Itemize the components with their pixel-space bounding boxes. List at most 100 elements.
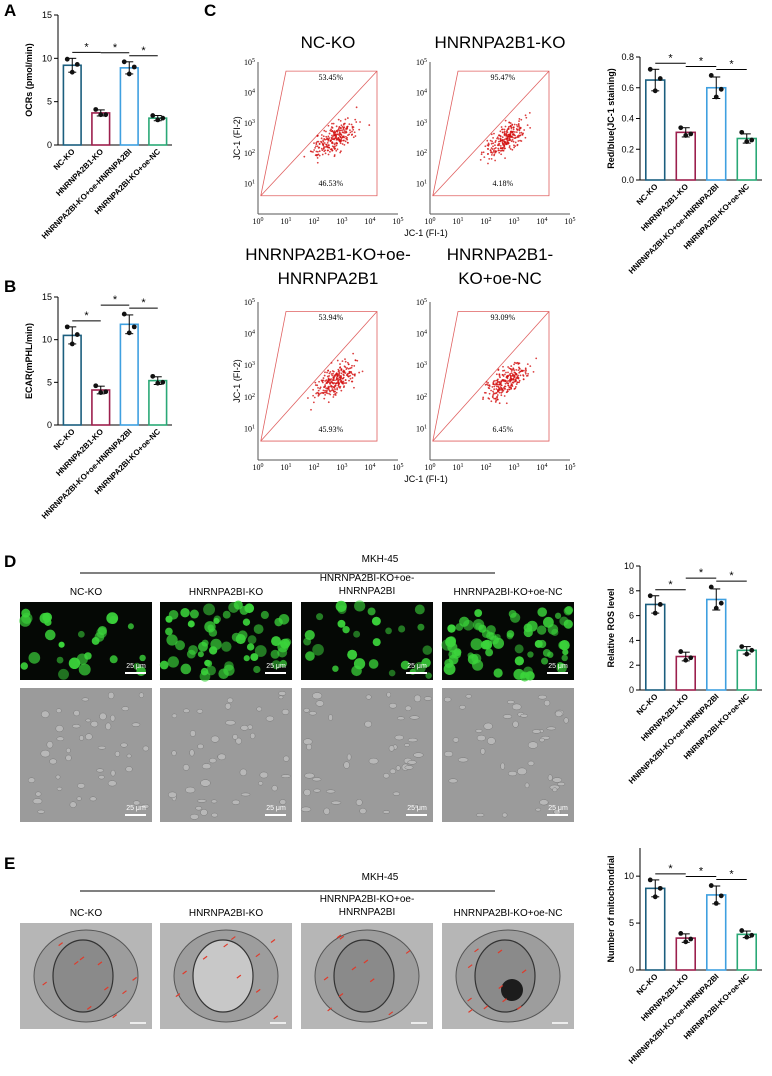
event xyxy=(500,153,503,156)
bar xyxy=(644,603,666,691)
bar xyxy=(91,112,111,146)
event xyxy=(493,388,496,391)
event xyxy=(493,153,496,156)
event xyxy=(494,159,497,162)
bar xyxy=(675,131,697,181)
scale-bar-label: 25 μm xyxy=(266,805,286,812)
event xyxy=(517,122,520,125)
event xyxy=(313,396,316,399)
event xyxy=(324,384,326,386)
cell xyxy=(337,605,347,615)
event xyxy=(334,147,337,150)
event xyxy=(338,373,340,375)
event xyxy=(336,387,339,390)
event xyxy=(342,382,345,385)
x-tick-label: NC-KO xyxy=(52,427,77,452)
tick-base: 10 xyxy=(509,217,517,226)
event xyxy=(328,137,331,140)
mitochondria-arrow xyxy=(388,1011,394,1016)
event xyxy=(524,136,527,139)
event xyxy=(336,372,338,375)
event xyxy=(320,379,323,382)
data-point xyxy=(121,311,127,317)
mitochondria-arrow xyxy=(202,955,208,960)
cell-outline xyxy=(404,765,414,770)
event xyxy=(340,369,343,372)
event xyxy=(512,367,515,370)
event xyxy=(329,371,332,373)
event xyxy=(312,388,315,391)
event xyxy=(497,137,500,140)
mitochondria-arrow xyxy=(270,939,276,943)
event xyxy=(496,395,499,398)
tick-exponent: 0 xyxy=(261,217,264,223)
cell-outline xyxy=(512,720,519,728)
event xyxy=(487,162,489,165)
cell-outline xyxy=(185,786,196,794)
event xyxy=(342,131,345,134)
event xyxy=(326,382,329,385)
event xyxy=(527,372,530,375)
cell-outline xyxy=(283,755,290,762)
y-tick-label: 15 xyxy=(42,292,52,302)
event xyxy=(330,384,333,387)
mitochondria-arrow xyxy=(255,953,261,958)
tick-exponent: 1 xyxy=(289,217,292,223)
data-point xyxy=(150,113,156,118)
cell xyxy=(254,645,267,657)
data-point xyxy=(69,341,75,347)
cell-outline xyxy=(107,691,115,700)
event xyxy=(488,392,491,395)
cell xyxy=(186,649,196,659)
cell xyxy=(443,663,456,675)
y-axis-label: JC-1 (FI-2) xyxy=(232,116,242,160)
event xyxy=(339,142,342,145)
cell xyxy=(367,607,376,616)
event xyxy=(323,137,326,140)
event xyxy=(510,387,512,390)
event xyxy=(515,383,518,385)
event xyxy=(324,393,327,396)
mitochondria-arrow xyxy=(132,976,137,981)
cell-outline xyxy=(55,774,61,780)
event xyxy=(335,382,338,385)
event xyxy=(518,371,521,374)
event xyxy=(342,377,344,380)
event xyxy=(521,133,524,136)
bar xyxy=(119,323,139,426)
event xyxy=(503,380,506,383)
group-label: MKH-45 xyxy=(362,554,399,565)
event xyxy=(516,129,519,131)
gate-lower-label: 45.93% xyxy=(318,425,343,434)
significance-label: * xyxy=(668,579,673,591)
cell xyxy=(509,612,521,623)
x-tick-label: 101 xyxy=(281,463,292,472)
tick-base: 10 xyxy=(537,217,545,226)
cell-outline xyxy=(171,713,178,719)
cell-outline xyxy=(355,799,363,806)
tick-exponent: 2 xyxy=(489,463,492,469)
event xyxy=(334,388,336,391)
y-tick-label: 105 xyxy=(244,58,255,67)
mitochondria-arrow xyxy=(351,966,357,971)
data-point xyxy=(678,649,684,654)
event xyxy=(494,397,497,400)
event xyxy=(492,136,494,139)
x-tick-label: NC-KO xyxy=(635,182,660,207)
cell-outline xyxy=(386,692,392,698)
tick-base: 10 xyxy=(244,149,252,158)
cell xyxy=(316,613,324,621)
event xyxy=(352,352,355,355)
event xyxy=(500,126,503,128)
event xyxy=(529,365,532,367)
event xyxy=(490,400,493,403)
event xyxy=(516,144,519,147)
x-tick-label: 105 xyxy=(393,217,404,226)
event xyxy=(492,383,495,386)
cell xyxy=(180,607,190,618)
cell-outline xyxy=(303,788,311,797)
event xyxy=(505,402,508,405)
event xyxy=(501,149,504,152)
cell-outline xyxy=(407,737,418,743)
data-point xyxy=(657,885,663,891)
